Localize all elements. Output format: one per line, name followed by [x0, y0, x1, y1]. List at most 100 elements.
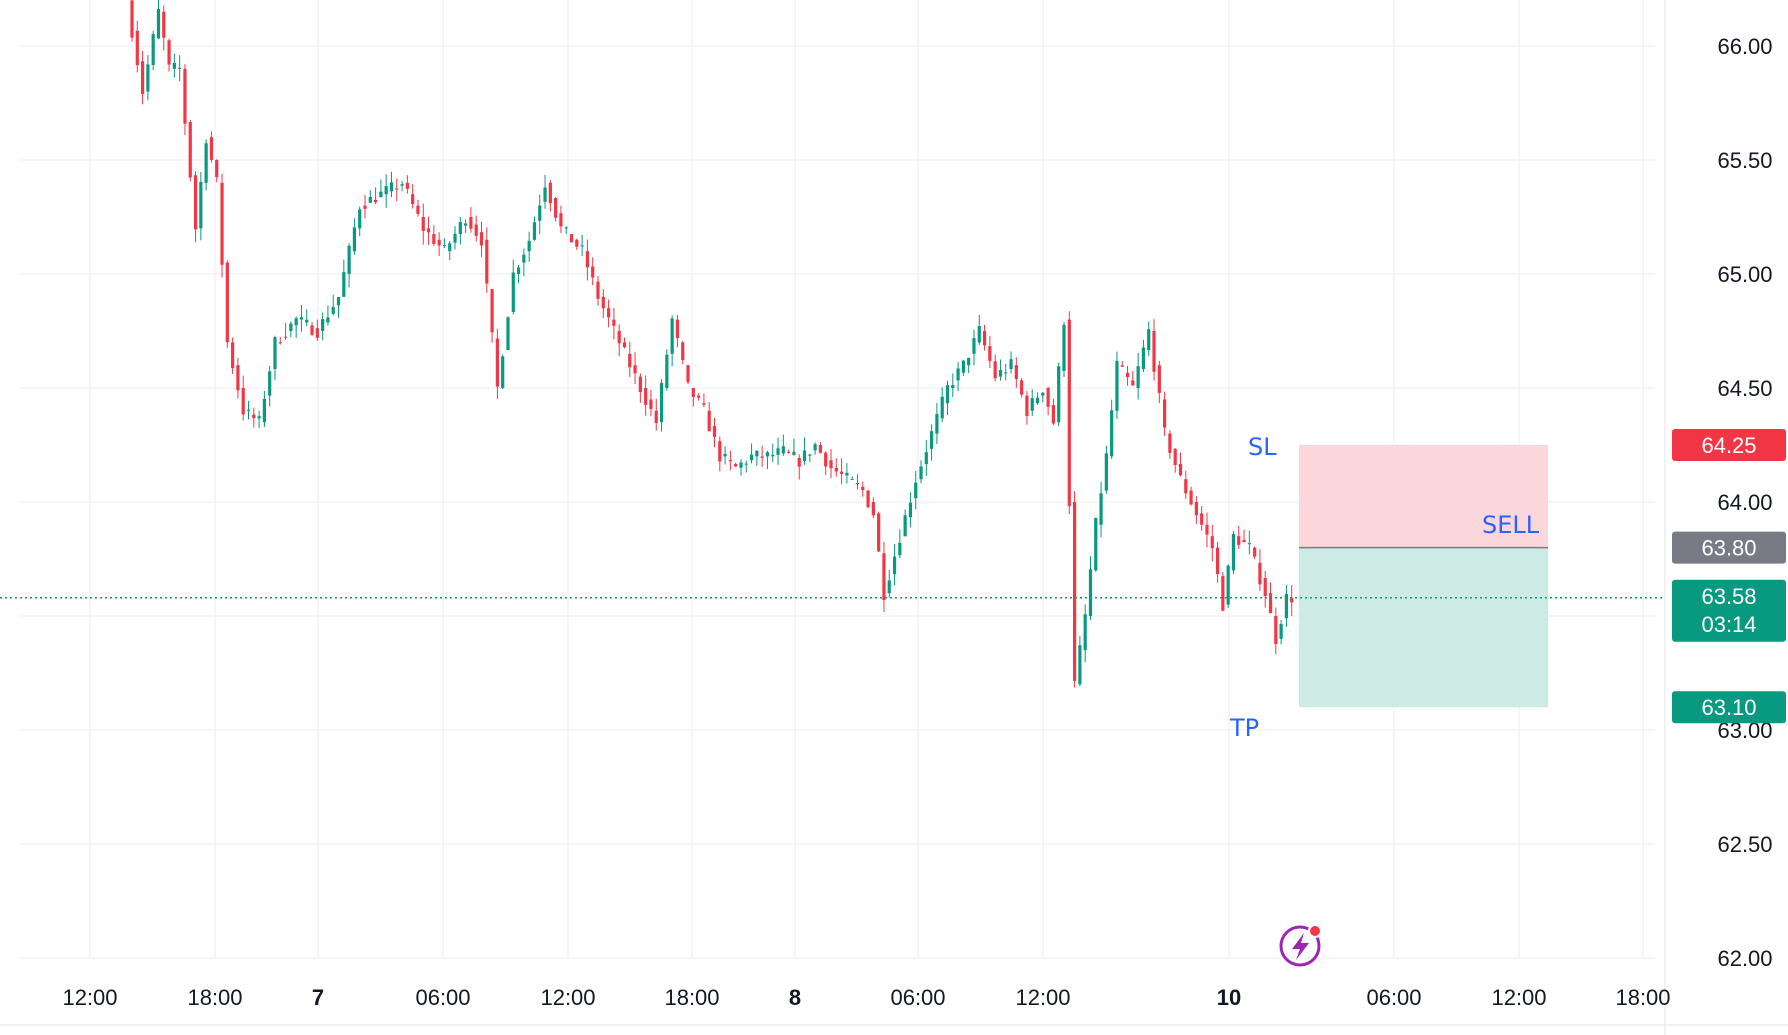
- candle-body: [1290, 597, 1294, 603]
- sell-annotation: SELL: [1482, 511, 1540, 539]
- candle: [818, 441, 823, 454]
- candle-body: [945, 385, 950, 404]
- candle: [252, 407, 256, 428]
- candle: [585, 239, 590, 281]
- candle: [135, 20, 139, 73]
- candle-body: [908, 502, 913, 518]
- candle-body: [400, 184, 404, 186]
- candle: [982, 324, 987, 351]
- candle: [1173, 448, 1177, 473]
- position-zones: [1299, 445, 1548, 708]
- candle: [654, 398, 658, 431]
- candle: [352, 218, 357, 255]
- candle-body: [866, 490, 870, 508]
- candle-body: [1057, 366, 1061, 423]
- candle: [1057, 362, 1061, 427]
- candle: [612, 308, 616, 340]
- candle: [225, 260, 229, 348]
- candle: [787, 449, 791, 454]
- candle-body: [771, 454, 775, 457]
- candle-body: [464, 223, 468, 226]
- candle: [633, 352, 637, 385]
- candle-body: [887, 580, 891, 594]
- candle-body: [1110, 410, 1114, 457]
- candle: [231, 337, 235, 374]
- candle-body: [1041, 392, 1045, 396]
- icon-ring: [1279, 925, 1321, 967]
- candle: [1014, 357, 1018, 388]
- candle: [1279, 619, 1283, 645]
- candle: [670, 315, 674, 367]
- candle-body: [606, 308, 611, 318]
- stop-loss-badge-price: 64.25: [1701, 433, 1756, 458]
- candle-body: [1205, 524, 1209, 535]
- candle-body: [956, 368, 960, 381]
- candle: [824, 451, 828, 476]
- candle-body: [559, 213, 563, 227]
- candle-body: [1014, 365, 1018, 380]
- candle: [1163, 391, 1167, 437]
- entry-price-badge-bg: [1672, 531, 1786, 564]
- candle: [1062, 322, 1066, 377]
- candle-body: [781, 446, 785, 454]
- candle: [834, 458, 838, 477]
- candle: [342, 259, 346, 298]
- candle: [1004, 363, 1008, 381]
- candle: [675, 314, 680, 348]
- candle: [1136, 352, 1140, 400]
- candle: [1131, 371, 1135, 386]
- current-price-badge-countdown: 03:14: [1701, 612, 1756, 637]
- candle-body: [1136, 366, 1140, 388]
- candle-body: [453, 233, 457, 243]
- candle-body: [511, 272, 515, 312]
- candle: [956, 362, 960, 392]
- candle-body: [220, 182, 224, 265]
- candle-body: [797, 457, 801, 467]
- candle-body: [342, 272, 346, 297]
- candle-body: [485, 239, 489, 284]
- x-tick-label: 12:00: [1015, 985, 1070, 1010]
- candle: [167, 38, 171, 72]
- candle-body: [1168, 433, 1172, 453]
- y-tick-label: 66.00: [1717, 34, 1772, 59]
- candle-body: [1253, 547, 1257, 557]
- candle: [426, 216, 431, 245]
- candle-body: [490, 289, 494, 333]
- candle-body: [1184, 479, 1188, 494]
- candle-body: [1062, 324, 1066, 371]
- candle-body: [1284, 594, 1289, 619]
- candle-body: [591, 266, 595, 278]
- candle: [564, 226, 568, 235]
- lightning-bolt-icon[interactable]: [1279, 924, 1322, 967]
- x-tick-label: 12:00: [62, 985, 117, 1010]
- candle: [1215, 542, 1220, 583]
- candle: [877, 511, 881, 553]
- candle-body: [379, 191, 383, 198]
- candle: [882, 541, 886, 612]
- candle-body: [231, 342, 235, 369]
- candle-body: [188, 122, 192, 178]
- candle-body: [760, 456, 764, 458]
- tp-annotation: TP: [1229, 714, 1259, 742]
- candle: [1247, 530, 1251, 555]
- candle: [802, 437, 807, 465]
- candle: [808, 454, 812, 463]
- candle: [723, 446, 727, 465]
- candle: [845, 463, 849, 484]
- candle-body: [882, 553, 886, 601]
- candle: [411, 184, 415, 209]
- current-price-badge-bg: [1672, 579, 1786, 642]
- x-axis[interactable]: 12:00 18:00 7 06:00 12:00 18:00 8 06:00 12:00 10 0…: [62, 985, 1670, 1010]
- candle: [792, 438, 796, 456]
- candle-body: [501, 356, 505, 388]
- candle: [1125, 365, 1130, 386]
- candle: [1194, 496, 1198, 524]
- candle-body: [1009, 359, 1013, 369]
- candle-body: [183, 68, 187, 124]
- candle: [638, 373, 642, 403]
- candle: [781, 434, 785, 456]
- candle-body: [299, 317, 304, 320]
- candle: [919, 460, 923, 484]
